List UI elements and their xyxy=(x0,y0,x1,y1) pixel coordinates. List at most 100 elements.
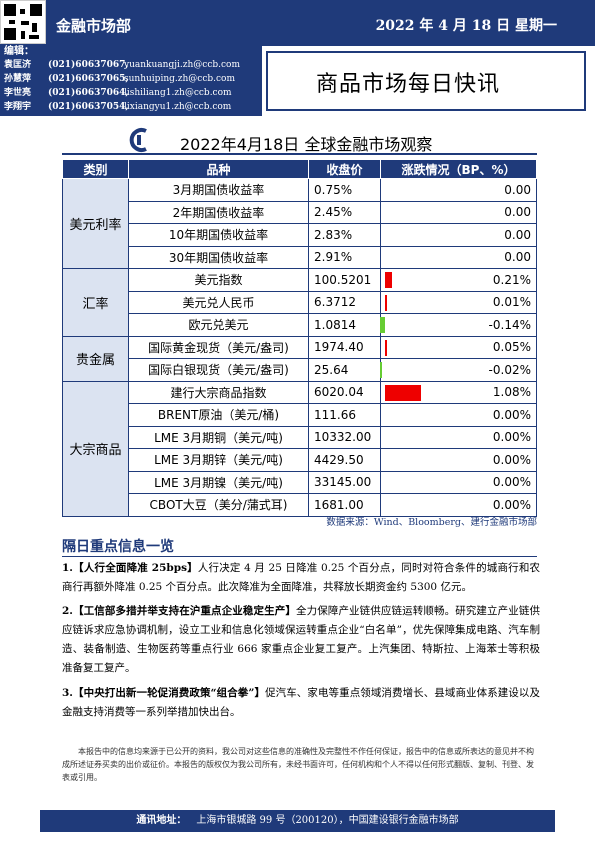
footer-label: 通讯地址： xyxy=(136,815,187,826)
table-row: 贵金属 国际黄金现货（美元/盎司) 1974.40 0.05% xyxy=(62,335,537,382)
change-cell: -0.02% xyxy=(407,358,537,382)
table-row: 美元利率 3月期国债收益率 0.75% 0.00 xyxy=(62,178,537,269)
data-source: 数据来源：Wind、Bloomberg、建行金融市场部 xyxy=(326,517,537,528)
item-cell: LME 3月期锌（美元/吨) xyxy=(128,448,309,472)
change-cell: 0.00% xyxy=(407,448,537,472)
top-bar: 金融市场部 2022 年 4 月 18 日 星期一 xyxy=(0,0,595,46)
change-cell: 0.00% xyxy=(407,493,537,517)
change-cell: 0.05% xyxy=(407,335,537,359)
editor-email[interactable]: yuankuangji.zh@ccb.com xyxy=(124,60,240,70)
editor-phone: (021)60637064, xyxy=(48,88,129,98)
item-cell: 建行大宗商品指数 xyxy=(128,380,309,404)
observation-title: 2022年4月18日 全球金融市场观察 xyxy=(180,135,433,154)
table-row: 汇率 美元指数 100.5201 0.21% xyxy=(62,268,537,337)
close-cell: 111.66 xyxy=(308,403,381,427)
change-bar-cell xyxy=(380,425,408,449)
news-headline: 2.【工信部多措并举支持在沪重点企业稳定生产】 xyxy=(62,605,296,617)
change-bar-cell xyxy=(380,290,408,314)
editor-phone: (021)60637065, xyxy=(48,74,129,84)
change-cell: 0.00% xyxy=(407,425,537,449)
table-row: BRENT原油（美元/桶) 111.66 0.00% xyxy=(63,403,537,427)
close-cell: 1974.40 xyxy=(308,335,381,359)
table-row: 美元兑人民币 6.3712 0.01% xyxy=(63,290,537,314)
change-bar-cell xyxy=(380,200,408,224)
editor-row: 李翔宇 (021)60637054,lixiangyu1.zh@ccb.com xyxy=(4,100,258,114)
table-row: 10年期国债收益率 2.83% 0.00 xyxy=(63,223,537,247)
change-bar-cell xyxy=(380,335,408,359)
change-bar-up xyxy=(385,339,387,356)
disclaimer: 本报告中的信息均来源于已公开的资料，我公司对这些信息的准确性及完整性不作任何保证… xyxy=(62,747,534,782)
change-cell: 0.00 xyxy=(407,223,537,247)
change-bar-cell xyxy=(380,268,408,292)
news-headline: 3.【中央打出新一轮促消费政策“组合拳”】 xyxy=(62,687,266,699)
header-category: 类别 xyxy=(62,159,129,179)
news-headline: 1.【人行全面降准 25bps】 xyxy=(62,562,198,574)
close-cell: 1681.00 xyxy=(308,493,381,517)
change-cell: 0.01% xyxy=(407,290,537,314)
item-cell: CBOT大豆（美分/蒲式耳) xyxy=(128,493,309,517)
table-row: 2年期国债收益率 2.45% 0.00 xyxy=(63,200,537,224)
change-bar-up xyxy=(385,384,421,401)
close-cell: 2.91% xyxy=(308,245,381,269)
report-title: 商品市场每日快讯 xyxy=(316,72,501,97)
change-bar-up xyxy=(385,294,387,311)
editor-name: 李世亮 xyxy=(4,88,32,98)
change-bar-cell xyxy=(380,380,421,404)
table-row: 30年期国债收益率 2.91% 0.00 xyxy=(63,245,537,269)
table-row: CBOT大豆（美分/蒲式耳) 1681.00 0.00% xyxy=(63,493,537,517)
editor-row: 李世亮 (021)60637064,lishiliang1.zh@ccb.com xyxy=(4,86,258,100)
news-item: 1.【人行全面降准 25bps】人行决定 4 月 25 日降准 0.25 个百分… xyxy=(62,559,540,597)
change-cell: 0.00 xyxy=(407,178,537,202)
close-cell: 2.83% xyxy=(308,223,381,247)
department-name: 金融市场部 xyxy=(56,17,132,35)
change-bar-cell xyxy=(380,493,408,517)
report-date: 2022 年 4 月 18 日 星期一 xyxy=(375,18,557,34)
table-header-row: 类别 品种 收盘价 涨跌情况（BP、%） xyxy=(62,159,537,179)
change-cell: 0.21% xyxy=(407,268,537,292)
change-cell: 0.00% xyxy=(407,403,537,427)
item-cell: 欧元兑美元 xyxy=(128,313,309,337)
news-section-title: 隔日重点信息一览 xyxy=(62,539,174,555)
table-row: LME 3月期铜（美元/吨) 10332.00 0.00% xyxy=(63,425,537,449)
title-rule xyxy=(62,153,537,155)
close-cell: 6020.04 xyxy=(308,380,381,404)
change-bar-down xyxy=(380,317,385,333)
close-cell: 33145.00 xyxy=(308,470,381,494)
change-bar-up xyxy=(385,272,392,288)
close-cell: 100.5201 xyxy=(308,268,381,292)
editor-panel: 编辑： 袁匡济 (021)60637067,yuankuangji.zh@ccb.… xyxy=(0,46,262,116)
category-cell: 美元利率 xyxy=(62,178,129,269)
category-cell: 汇率 xyxy=(62,268,129,337)
item-cell: 美元兑人民币 xyxy=(128,290,309,314)
news-item: 2.【工信部多措并举支持在沪重点企业稳定生产】全力保障产业链供应链运转顺畅。研究… xyxy=(62,602,540,678)
table-row: 欧元兑美元 1.0814 -0.14% xyxy=(63,313,537,337)
header-item: 品种 xyxy=(128,159,309,179)
item-cell: 30年期国债收益率 xyxy=(128,245,309,269)
item-cell: LME 3月期铜（美元/吨) xyxy=(128,425,309,449)
change-cell: 0.00 xyxy=(407,245,537,269)
table-row: LME 3月期锌（美元/吨) 4429.50 0.00% xyxy=(63,448,537,472)
editor-row: 袁匡济 (021)60637067,yuankuangji.zh@ccb.com xyxy=(4,58,258,72)
close-cell: 4429.50 xyxy=(308,448,381,472)
editor-row: 孙慧萍 (021)60637065,sunhuiping.zh@ccb.com xyxy=(4,72,258,86)
close-cell: 10332.00 xyxy=(308,425,381,449)
change-cell: 0.00 xyxy=(407,200,537,224)
report-title-box: 商品市场每日快讯 xyxy=(266,51,586,111)
editor-email[interactable]: sunhuiping.zh@ccb.com xyxy=(124,74,235,84)
editor-phone: (021)60637067, xyxy=(48,60,129,70)
editor-phone: (021)60637054, xyxy=(48,102,129,112)
item-cell: 2年期国债收益率 xyxy=(128,200,309,224)
editor-name: 孙慧萍 xyxy=(4,74,32,84)
editor-email[interactable]: lishiliang1.zh@ccb.com xyxy=(124,88,232,98)
item-cell: 国际黄金现货（美元/盎司) xyxy=(128,335,309,359)
item-cell: 10年期国债收益率 xyxy=(128,223,309,247)
section-rule xyxy=(62,556,537,557)
item-cell: 美元指数 xyxy=(128,268,309,292)
news-item: 3.【中央打出新一轮促消费政策“组合拳”】促汽车、家电等重点领域消费增长、县域商… xyxy=(62,684,540,722)
change-bar-cell xyxy=(380,403,408,427)
table-row: 国际白银现货（美元/盎司) 25.64 -0.02% xyxy=(63,358,537,382)
close-cell: 6.3712 xyxy=(308,290,381,314)
change-bar-cell xyxy=(380,313,408,337)
editor-email[interactable]: lixiangyu1.zh@ccb.com xyxy=(124,102,232,112)
change-bar-cell xyxy=(380,245,408,269)
